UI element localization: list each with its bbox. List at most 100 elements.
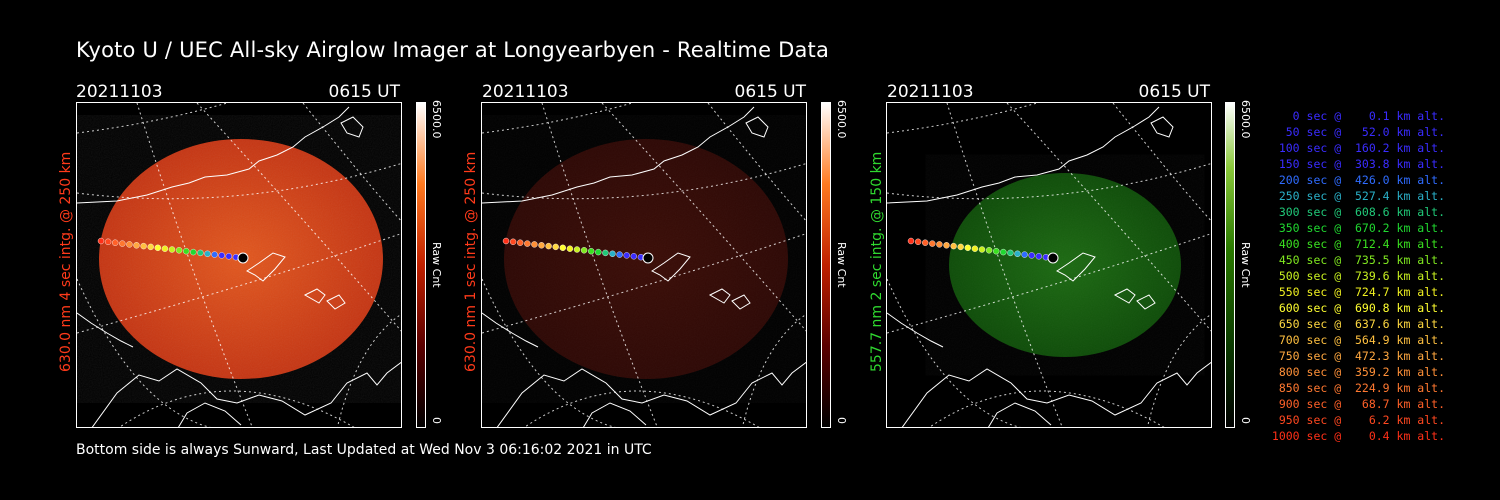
latlon-gridline: [741, 313, 806, 427]
coastline: [887, 106, 1160, 204]
panel-1-colorbar-unit: Raw Cnt: [430, 242, 443, 288]
legend-row: 900 sec @ 68.7 km alt.: [1271, 397, 1445, 411]
trajectory-legend: 0 sec @ 0.1 km alt. 50 sec @ 52.0 km alt…: [1265, 108, 1445, 444]
legend-row: 600 sec @ 690.8 km alt.: [1271, 301, 1445, 315]
latlon-gridline: [77, 163, 401, 200]
trajectory-point: [509, 238, 517, 246]
observer-location-marker: [237, 252, 249, 264]
panel-1-time: 0615 UT: [328, 82, 401, 102]
latlon-gridline: [302, 103, 401, 222]
panel-2-colorbar-min: 0: [835, 417, 848, 424]
trajectory-point: [573, 246, 581, 253]
panel-2-date: 20211103: [482, 82, 569, 102]
observer-location-marker: [1047, 252, 1059, 264]
panel-1-ylabel: 630.0 nm 4 sec intg. @ 250 km: [58, 151, 74, 372]
trajectory-point: [218, 252, 225, 259]
trajectory-point: [204, 250, 211, 258]
trajectory-point: [175, 247, 183, 254]
trajectory-point: [161, 245, 169, 252]
legend-row: 400 sec @ 712.4 km alt.: [1271, 237, 1445, 251]
trajectory-point: [616, 251, 623, 258]
trajectory-point: [992, 247, 1000, 255]
trajectory-point: [985, 247, 993, 254]
panel-3-colorbar-unit: Raw Cnt: [1239, 242, 1252, 288]
trajectory-point: [531, 241, 538, 248]
legend-row: 500 sec @ 739.6 km alt.: [1271, 269, 1445, 283]
legend-row: 450 sec @ 735.5 km alt.: [1271, 253, 1445, 267]
trajectory-point: [133, 242, 140, 249]
allsky-map: [482, 103, 806, 427]
panel-3-ylabel: 557.7 nm 2 sec intg. @ 150 km: [869, 151, 885, 372]
latlon-gridline: [1006, 103, 1211, 332]
trajectory-point: [524, 240, 531, 247]
trajectory-point: [225, 253, 233, 260]
coastline: [651, 252, 691, 282]
legend-row: 750 sec @ 472.3 km alt.: [1271, 349, 1445, 363]
trajectory-point: [168, 246, 176, 253]
trajectory-point: [197, 249, 204, 257]
coastline: [583, 402, 647, 427]
trajectory-point: [154, 244, 162, 252]
legend-row: 300 sec @ 608.6 km alt.: [1271, 205, 1445, 219]
trajectory-point: [595, 248, 602, 256]
trajectory-point: [943, 242, 950, 249]
trajectory-point: [1028, 252, 1035, 259]
trajectory-point: [623, 252, 630, 259]
latlon-gridline: [482, 163, 806, 200]
coastline: [340, 116, 364, 138]
panel-2-colorbar-max: 6500.0: [835, 100, 848, 139]
panel-2-colorbar: [821, 102, 831, 428]
allsky-map: [887, 103, 1211, 427]
panel-1-colorbar-min: 0: [430, 417, 443, 424]
latlon-gridline: [887, 103, 1038, 134]
trajectory-point: [112, 239, 119, 246]
latlon-gridline: [196, 103, 401, 332]
trajectory-point: [517, 239, 524, 246]
trajectory-point: [602, 249, 609, 257]
trajectory-point: [211, 251, 218, 258]
latlon-gridline: [1112, 103, 1211, 222]
panel-1-colorbar-max: 6500.0: [430, 100, 443, 139]
latlon-gridline: [482, 103, 633, 134]
trajectory-point: [1007, 249, 1014, 257]
latlon-gridline: [887, 163, 1211, 200]
trajectory-point: [964, 244, 972, 252]
legend-row: 950 sec @ 6.2 km alt.: [1271, 413, 1445, 427]
coastline: [1113, 288, 1136, 304]
trajectory-point: [587, 247, 595, 255]
trajectory-point: [1021, 251, 1028, 258]
latlon-gridline: [601, 103, 806, 332]
coastline: [988, 402, 1052, 427]
footer-note: Bottom side is always Sunward, Last Upda…: [76, 442, 652, 458]
legend-row: 250 sec @ 527.4 km alt.: [1271, 189, 1445, 203]
panel-1-colorbar: [416, 102, 426, 428]
trajectory-point: [929, 240, 936, 247]
coastline: [1056, 252, 1096, 282]
latlon-gridline: [77, 103, 228, 134]
trajectory-point: [104, 238, 112, 246]
legend-row: 650 sec @ 637.6 km alt.: [1271, 317, 1445, 331]
trajectory-point: [538, 242, 545, 249]
latlon-gridline: [1146, 313, 1211, 427]
coastline: [887, 312, 944, 348]
latlon-gridline: [541, 103, 658, 427]
legend-row: 850 sec @ 224.9 km alt.: [1271, 381, 1445, 395]
panel-3-colorbar-min: 0: [1239, 417, 1252, 424]
coastline: [178, 402, 242, 427]
panel-3-colorbar: [1225, 102, 1235, 428]
trajectory-point: [566, 245, 574, 252]
legend-row: 550 sec @ 724.7 km alt.: [1271, 285, 1445, 299]
panel-1-date: 20211103: [76, 82, 163, 102]
trajectory-point: [559, 244, 567, 252]
coastline: [482, 106, 755, 204]
coastline: [77, 312, 134, 348]
panel-2-time: 0615 UT: [734, 82, 807, 102]
legend-row: 0 sec @ 0.1 km alt.: [1271, 109, 1445, 123]
trajectory-point: [936, 241, 943, 248]
latlon-gridline: [707, 103, 806, 222]
legend-row: 700 sec @ 564.9 km alt.: [1271, 333, 1445, 347]
trajectory-point: [922, 239, 929, 246]
coastline: [708, 288, 731, 304]
legend-row: 100 sec @ 160.2 km alt.: [1271, 141, 1445, 155]
